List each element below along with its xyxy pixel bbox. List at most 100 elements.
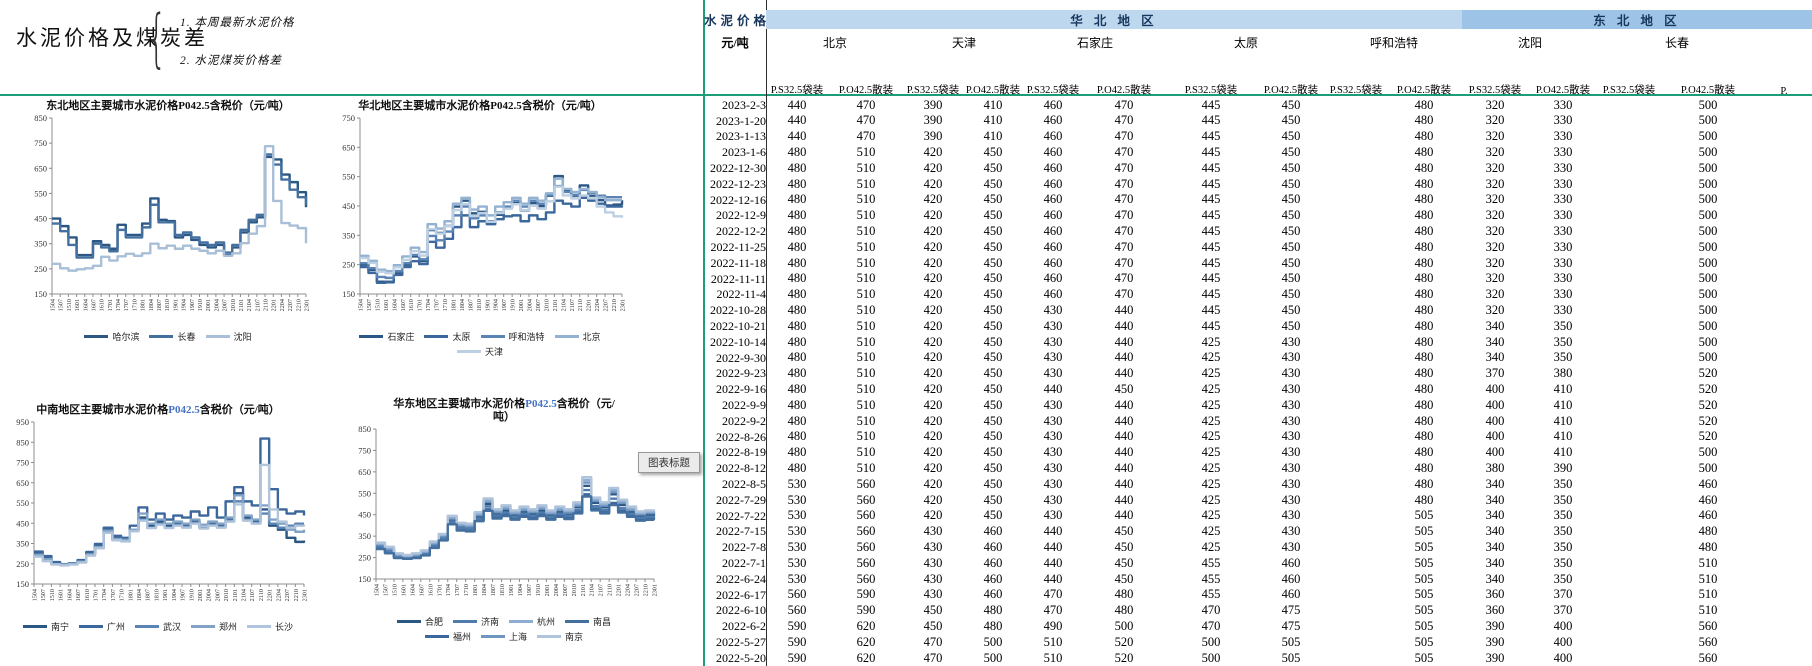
date-cell[interactable]: 2022-5-27 [716, 634, 766, 649]
price-cell[interactable]: 450 [1114, 571, 1134, 586]
date-cell[interactable]: 2022-12-23 [710, 176, 766, 191]
price-cell[interactable]: 420 [923, 476, 943, 491]
price-cell[interactable]: 470 [1114, 255, 1134, 270]
price-cell[interactable]: 505 [1414, 508, 1434, 523]
price-cell[interactable] [1756, 255, 1812, 271]
price-cell[interactable]: 430 [923, 571, 943, 586]
price-cell[interactable]: 340 [1485, 492, 1505, 507]
price-cell[interactable]: 480 [1414, 318, 1434, 333]
price-cell[interactable]: 500 [1698, 460, 1718, 475]
price-cell[interactable] [1326, 539, 1386, 555]
price-cell[interactable]: 425 [1201, 492, 1221, 507]
price-cell[interactable]: 470 [1043, 587, 1063, 602]
price-cell[interactable]: 445 [1201, 192, 1221, 207]
price-cell[interactable]: 445 [1201, 145, 1221, 160]
price-cell[interactable] [1326, 618, 1386, 634]
price-cell[interactable]: 460 [1043, 129, 1063, 144]
price-cell[interactable]: 320 [1485, 160, 1505, 175]
price-cell[interactable]: 430 [1043, 476, 1063, 491]
price-cell[interactable]: 480 [787, 413, 807, 428]
price-cell[interactable]: 430 [1043, 318, 1063, 333]
date-cell[interactable]: 2022-5-20 [716, 650, 766, 665]
price-cell[interactable]: 425 [1201, 429, 1221, 444]
price-cell[interactable]: 370 [1485, 366, 1505, 381]
price-cell[interactable]: 460 [983, 524, 1003, 539]
price-cell[interactable] [1326, 445, 1386, 461]
price-cell[interactable]: 480 [1414, 350, 1434, 365]
price-cell[interactable]: 470 [1114, 192, 1134, 207]
price-cell[interactable]: 500 [1201, 634, 1221, 649]
price-cell[interactable]: 410 [983, 129, 1003, 144]
price-cell[interactable] [1598, 176, 1660, 192]
price-cell[interactable] [1598, 381, 1660, 397]
price-cell[interactable]: 340 [1485, 334, 1505, 349]
price-cell[interactable]: 320 [1485, 129, 1505, 144]
price-cell[interactable]: 480 [1414, 255, 1434, 270]
price-cell[interactable]: 360 [1485, 587, 1505, 602]
price-cell[interactable]: 510 [1698, 571, 1718, 586]
price-cell[interactable] [1756, 334, 1812, 350]
price-cell[interactable]: 350 [1553, 539, 1573, 554]
price-cell[interactable]: 520 [1698, 381, 1718, 396]
price-cell[interactable] [1598, 302, 1660, 318]
price-cell[interactable] [1326, 287, 1386, 303]
price-cell[interactable]: 510 [856, 429, 876, 444]
date-cell[interactable]: 2022-11-11 [710, 271, 766, 286]
price-cell[interactable]: 330 [1553, 129, 1573, 144]
price-cell[interactable] [1598, 445, 1660, 461]
city-header[interactable]: 石家庄 [1076, 35, 1113, 50]
date-cell[interactable]: 2022-9-9 [722, 398, 766, 413]
price-cell[interactable]: 420 [923, 460, 943, 475]
price-cell[interactable] [1326, 476, 1386, 492]
price-cell[interactable] [1756, 524, 1812, 540]
price-cell[interactable]: 560 [856, 539, 876, 554]
price-cell[interactable]: 390 [1485, 650, 1505, 665]
price-cell[interactable] [1756, 113, 1812, 129]
price-cell[interactable]: 430 [1043, 445, 1063, 460]
price-cell[interactable]: 560 [1698, 618, 1718, 633]
price-cell[interactable]: 455 [1201, 555, 1221, 570]
price-cell[interactable] [1598, 571, 1660, 587]
price-cell[interactable]: 450 [983, 492, 1003, 507]
price-cell[interactable]: 505 [1414, 555, 1434, 570]
price-cell[interactable]: 420 [923, 255, 943, 270]
price-cell[interactable]: 330 [1553, 224, 1573, 239]
price-cell[interactable]: 500 [1698, 318, 1718, 333]
price-cell[interactable]: 420 [923, 224, 943, 239]
price-cell[interactable]: 530 [787, 555, 807, 570]
price-cell[interactable]: 480 [787, 271, 807, 286]
price-cell[interactable]: 460 [1043, 145, 1063, 160]
price-cell[interactable]: 450 [1281, 192, 1301, 207]
price-cell[interactable]: 470 [1201, 603, 1221, 618]
price-cell[interactable]: 475 [1281, 618, 1301, 633]
price-cell[interactable]: 420 [923, 413, 943, 428]
price-cell[interactable] [1326, 492, 1386, 508]
price-cell[interactable]: 480 [1414, 445, 1434, 460]
price-cell[interactable]: 480 [1414, 113, 1434, 128]
price-cell[interactable]: 510 [856, 366, 876, 381]
price-cell[interactable]: 410 [983, 113, 1003, 128]
price-cell[interactable]: 430 [1281, 508, 1301, 523]
price-cell[interactable]: 440 [1114, 492, 1134, 507]
price-cell[interactable]: 340 [1485, 524, 1505, 539]
price-cell[interactable]: 420 [923, 397, 943, 412]
price-cell[interactable]: 440 [1043, 571, 1063, 586]
price-cell[interactable]: 560 [856, 555, 876, 570]
price-cell[interactable] [1326, 634, 1386, 650]
price-cell[interactable]: 455 [1201, 571, 1221, 586]
price-cell[interactable]: 480 [1414, 208, 1434, 223]
price-cell[interactable]: 445 [1201, 113, 1221, 128]
price-cell[interactable] [1598, 618, 1660, 634]
price-cell[interactable] [1326, 239, 1386, 255]
price-cell[interactable] [1756, 555, 1812, 571]
price-cell[interactable]: 425 [1201, 397, 1221, 412]
price-cell[interactable]: 430 [1281, 524, 1301, 539]
price-cell[interactable] [1598, 555, 1660, 571]
date-cell[interactable]: 2022-7-8 [722, 540, 766, 555]
city-header[interactable]: 长春 [1664, 35, 1689, 50]
price-cell[interactable]: 530 [787, 571, 807, 586]
price-cell[interactable]: 480 [787, 208, 807, 223]
price-cell[interactable]: 460 [1043, 224, 1063, 239]
price-cell[interactable]: 350 [1553, 508, 1573, 523]
price-cell[interactable]: 420 [923, 366, 943, 381]
